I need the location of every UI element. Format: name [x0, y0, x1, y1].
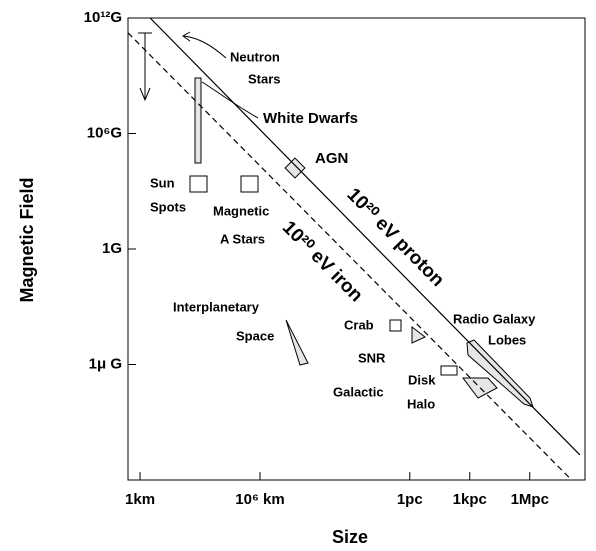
crab-region — [389, 319, 402, 332]
annotation: Sun — [150, 175, 175, 190]
annotation: Lobes — [488, 332, 526, 347]
annotation: Neutron — [230, 49, 280, 64]
y-axis-title: Magnetic Field — [17, 177, 37, 302]
annotation: AGN — [315, 150, 348, 167]
annotation: Stars — [248, 71, 281, 86]
annotation: Crab — [344, 317, 374, 332]
annotation: Interplanetary — [173, 299, 260, 314]
annotation: Disk — [408, 372, 436, 387]
snr-region — [411, 325, 426, 344]
y-tick-label: 10¹²G — [84, 9, 122, 26]
series-line — [149, 17, 581, 456]
x-tick-label: 1pc — [397, 491, 423, 508]
series-line — [127, 32, 570, 479]
annotation: Space — [236, 328, 274, 343]
annotation: A Stars — [220, 231, 265, 246]
x-tick-label: 1kpc — [453, 491, 487, 508]
x-tick-label: 1km — [125, 491, 155, 508]
white-dwarf-pointer — [201, 81, 259, 119]
neutron-star-marker — [138, 31, 227, 102]
interplanetary-region — [285, 319, 309, 366]
series-label: 10²⁰ eV proton — [343, 184, 448, 291]
annotation: Halo — [407, 396, 435, 411]
disk-region — [440, 365, 458, 376]
y-tick-label: 1G — [102, 240, 122, 257]
annotation: Galactic — [333, 384, 384, 399]
agn-region — [284, 157, 306, 179]
y-tick-label: 1μ G — [89, 355, 122, 372]
y-tick-label: 10⁶G — [87, 124, 122, 141]
x-tick-label: 1Mpc — [511, 491, 549, 508]
white-dwarf-region — [194, 77, 202, 164]
sun-spots-region — [189, 175, 208, 193]
annotation: Radio Galaxy — [453, 311, 536, 326]
annotation: SNR — [358, 350, 386, 365]
x-axis-title: Size — [332, 527, 368, 547]
annotation: Spots — [150, 199, 186, 214]
x-tick-label: 10⁶ km — [235, 491, 284, 508]
series-label: 10²⁰ eV iron — [278, 217, 367, 306]
annotation: Magnetic — [213, 203, 269, 218]
a-stars-region — [240, 175, 259, 193]
annotation: White Dwarfs — [263, 110, 358, 127]
